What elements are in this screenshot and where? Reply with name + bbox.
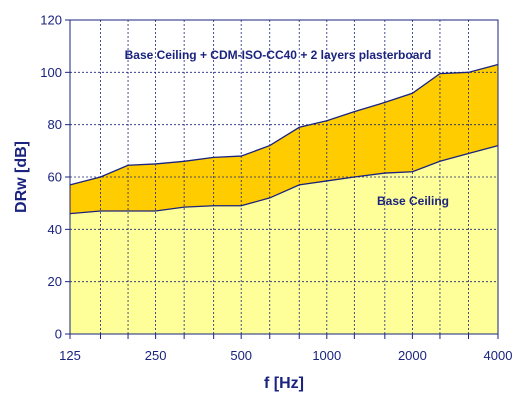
x-tick-label: 2000 xyxy=(398,348,427,363)
x-tick-label: 1000 xyxy=(312,348,341,363)
x-tick-label: 4000 xyxy=(484,348,513,363)
series-label-upper: Base Ceiling + CDM-ISO-CC40 + 2 layers p… xyxy=(125,48,432,62)
x-tick-label: 125 xyxy=(59,348,81,363)
tick-labels: 0 20 40 60 80 100 120 125 250 500 1000 2000 4000 xyxy=(40,13,512,364)
x-tick-label: 500 xyxy=(230,348,252,363)
x-axis-title: f [Hz] xyxy=(264,375,304,392)
line-upper-series xyxy=(69,63,499,186)
y-tick-label: 40 xyxy=(48,222,62,237)
y-tick-label: 0 xyxy=(55,327,62,342)
grid-lines xyxy=(70,19,498,334)
y-tick-label: 120 xyxy=(40,13,62,28)
area-upper-series xyxy=(70,64,498,214)
area-base-series xyxy=(70,145,498,334)
series-label-base: Base Ceiling xyxy=(377,194,449,208)
y-axis-title: DRw [dB] xyxy=(13,141,30,213)
series-lines xyxy=(69,63,499,215)
x-tick-label: 250 xyxy=(145,348,167,363)
area-fills xyxy=(70,64,498,334)
y-tick-label: 80 xyxy=(48,117,62,132)
y-tick-label: 20 xyxy=(48,274,62,289)
line-base-series xyxy=(69,144,499,215)
axes xyxy=(65,19,499,339)
y-tick-label: 100 xyxy=(40,65,62,80)
y-tick-label: 60 xyxy=(48,170,62,185)
